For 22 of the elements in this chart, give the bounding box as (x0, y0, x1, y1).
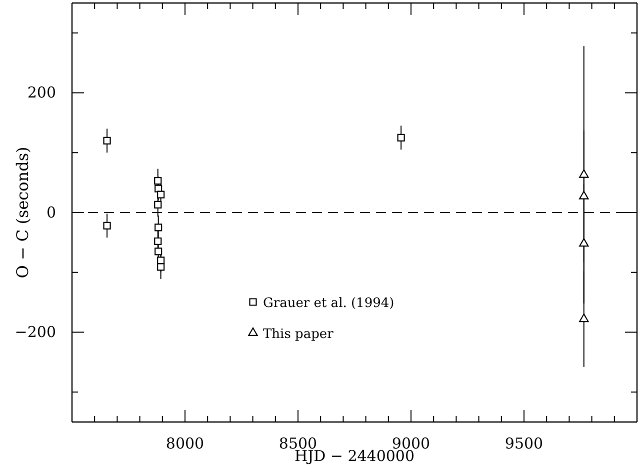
point (397, 134, 405, 142)
point (154, 224, 162, 232)
x-tick-label: 8000 (166, 434, 204, 453)
y-tick-label: 0 (46, 203, 56, 222)
point (154, 176, 162, 185)
point (157, 190, 165, 198)
y-tick-label: 200 (27, 84, 56, 102)
point (579, 314, 589, 322)
x-tick-label: 9500 (504, 434, 544, 453)
point (157, 263, 165, 271)
point (154, 200, 162, 209)
point (103, 136, 111, 144)
y-tick-label: −200 (14, 323, 56, 342)
point (579, 190, 589, 200)
y-axis-title: O − C (seconds) (13, 146, 32, 278)
point (154, 248, 162, 256)
legend-label: Grauer et al. (1994) (263, 296, 394, 311)
point (154, 237, 162, 246)
legend-label: This paper (263, 327, 334, 342)
point (103, 222, 111, 230)
point (579, 238, 589, 247)
point (579, 169, 589, 178)
